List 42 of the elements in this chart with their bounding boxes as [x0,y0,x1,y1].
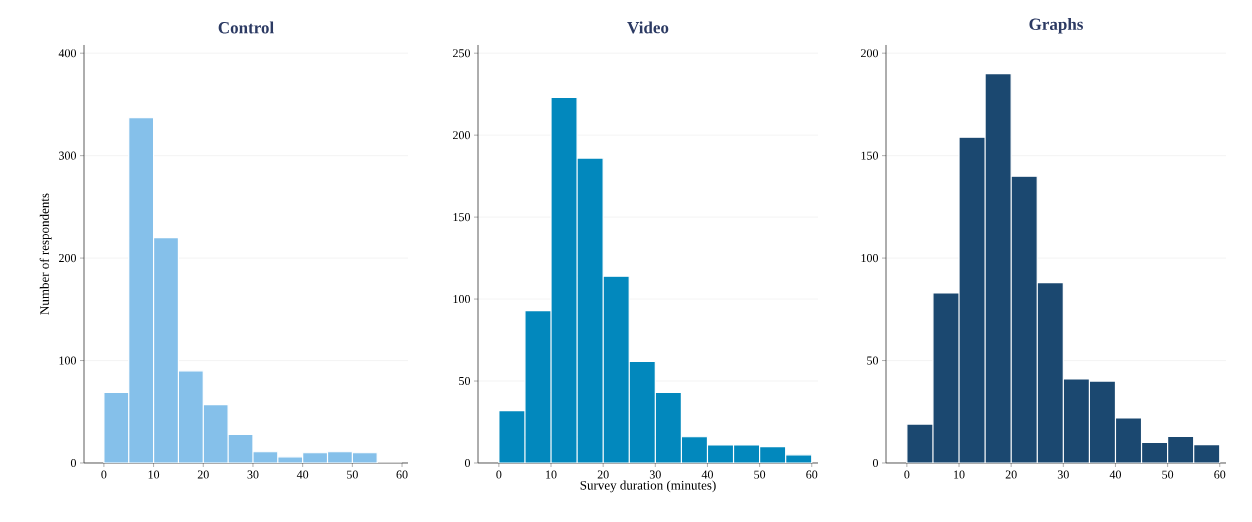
x-tick-label: 10 [546,470,557,479]
x-tick-label: 50 [754,470,766,479]
y-tick-label: 400 [58,49,77,58]
y-tick-label: 200 [453,131,471,140]
y-tick-label: 50 [459,376,471,386]
x-tick-label: 0 [496,470,502,479]
x-tick-label: 20 [597,470,609,479]
chart-title: Graphs [1029,18,1083,34]
chart-title: Control [218,21,274,34]
y-tick-label: 100 [59,356,77,365]
x-tick-label: 10 [954,470,965,479]
x-tick-label: 60 [1214,470,1226,479]
y-tick-label: 150 [861,151,879,160]
y-tick-label: 300 [59,151,77,160]
x-tick-label: 20 [1005,470,1017,479]
x-tick-label: 0 [904,470,910,479]
x-tick-label: 60 [396,470,408,479]
chart-title: Video [627,21,669,34]
x-tick-label: 20 [197,470,209,479]
x-tick-label: 40 [296,470,309,479]
y-tick-label: 0 [464,458,471,468]
y-tick-label: 150 [453,213,471,222]
x-tick-label: 60 [806,470,818,479]
y-tick-label: 200 [59,254,77,263]
x-tick-label: 30 [247,470,259,479]
x-tick-label: 40 [701,470,713,479]
x-tick-label: 50 [1162,470,1174,479]
y-tick-label: 50 [867,356,879,365]
y-tick-label: 250 [453,49,471,58]
x-tick-label: 40 [1109,470,1121,479]
y-tick-label: 100 [861,254,879,263]
y-tick-label: 200 [861,49,879,58]
y-axis-title: Number of respondents [39,193,52,315]
y-tick-label: 0 [70,458,77,468]
x-tick-label: 30 [1057,470,1069,479]
y-tick-label: 100 [453,295,471,304]
x-tick-label: 0 [101,470,107,479]
x-tick-label: 10 [148,470,160,479]
x-tick-label: 30 [649,470,661,479]
x-tick-label: 50 [347,470,358,479]
x-axis-title: Survey duration (minutes) [580,480,716,493]
y-tick-label: 0 [872,458,879,468]
